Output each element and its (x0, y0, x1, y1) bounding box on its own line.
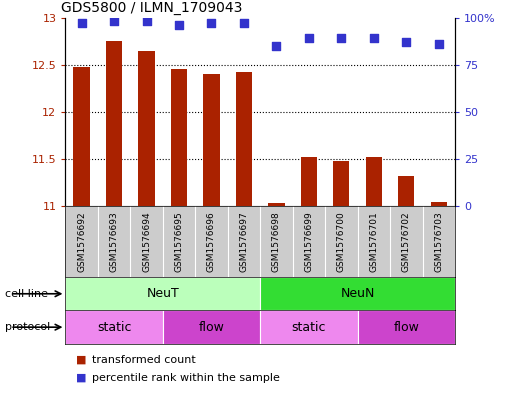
Text: static: static (97, 321, 131, 334)
Text: GSM1576700: GSM1576700 (337, 211, 346, 272)
Point (110, 18, 118, 25)
Point (207, 20, 215, 26)
Bar (65, 310, 163, 344)
Bar (358, 310, 455, 344)
Text: protocol: protocol (5, 322, 51, 332)
Point (175, 22, 183, 28)
Bar (171, 69, 187, 206)
Text: flow: flow (393, 321, 419, 334)
Text: NeuT: NeuT (146, 287, 179, 300)
Point (337, 35, 346, 42)
Text: GSM1576693: GSM1576693 (110, 211, 119, 272)
Point (142, 18, 151, 25)
Text: GSM1576695: GSM1576695 (175, 211, 184, 272)
Point (77, 20, 86, 26)
Bar (260, 277, 455, 310)
Text: GSM1576694: GSM1576694 (142, 211, 151, 272)
Text: GSM1576696: GSM1576696 (207, 211, 216, 272)
Text: GSM1576703: GSM1576703 (434, 211, 444, 272)
Text: GDS5800 / ILMN_1709043: GDS5800 / ILMN_1709043 (62, 1, 243, 15)
Bar (301, 157, 317, 206)
Text: ■: ■ (76, 373, 86, 383)
Bar (236, 72, 252, 206)
Text: GSM1576701: GSM1576701 (369, 211, 378, 272)
Text: ■: ■ (76, 355, 86, 365)
Bar (139, 51, 155, 206)
Bar (366, 157, 382, 206)
Bar (268, 202, 285, 206)
Text: GSM1576697: GSM1576697 (240, 211, 248, 272)
Text: static: static (292, 321, 326, 334)
Text: transformed count: transformed count (92, 355, 195, 365)
Text: NeuN: NeuN (340, 287, 375, 300)
Text: GSM1576702: GSM1576702 (402, 211, 411, 272)
Bar (74, 67, 90, 206)
Bar (203, 74, 220, 206)
Text: GSM1576699: GSM1576699 (304, 211, 313, 272)
Text: GSM1576698: GSM1576698 (272, 211, 281, 272)
Bar (163, 310, 260, 344)
Point (240, 20, 248, 26)
Point (402, 39, 411, 45)
Point (272, 43, 281, 49)
Text: GSM1576692: GSM1576692 (77, 211, 86, 272)
Bar (430, 202, 447, 206)
Text: flow: flow (199, 321, 224, 334)
Bar (398, 176, 414, 206)
Text: cell line: cell line (5, 289, 48, 299)
Bar (106, 41, 122, 206)
Bar (333, 161, 349, 206)
Point (370, 35, 378, 42)
Point (435, 41, 443, 47)
Bar (65, 277, 260, 310)
Bar (260, 310, 358, 344)
Text: percentile rank within the sample: percentile rank within the sample (92, 373, 279, 383)
Point (305, 35, 313, 42)
